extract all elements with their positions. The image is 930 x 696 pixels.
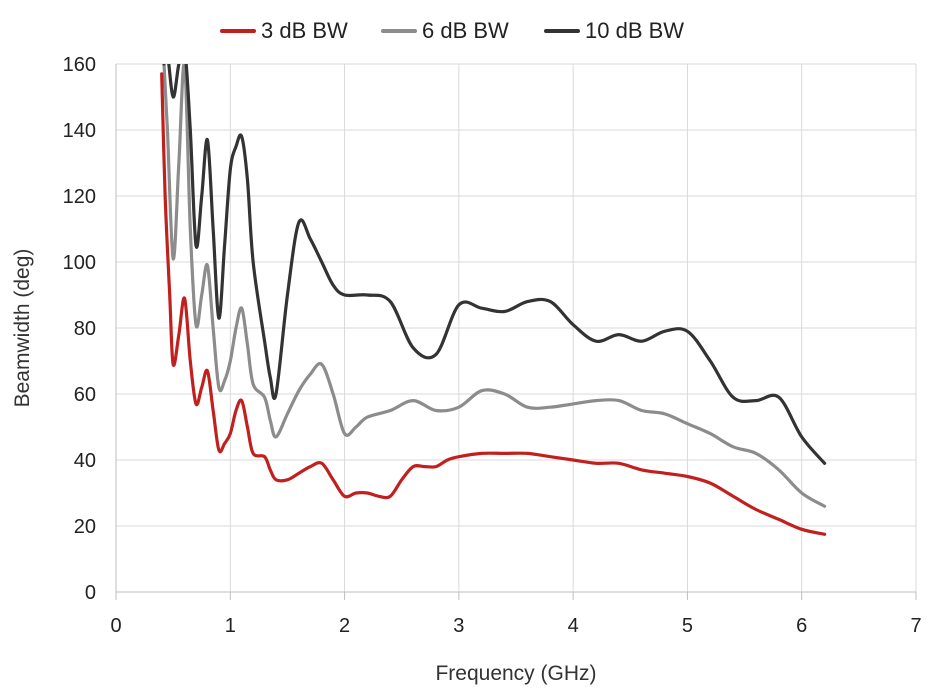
series-line-6-db-bw: [162, 64, 827, 508]
y-tick-label: 20: [74, 516, 96, 538]
x-tick-label: 2: [339, 615, 350, 637]
y-tick-label: 60: [74, 384, 96, 406]
series-line-3-db-bw: [160, 72, 827, 536]
y-tick-label: 40: [74, 450, 96, 472]
legend-label-6-db-bw: 6 dB BW: [422, 18, 509, 43]
legend: 3 dB BW 6 dB BW 10 dB BW: [220, 18, 684, 43]
x-tick-label: 3: [453, 615, 464, 637]
y-tick-label: 80: [74, 318, 96, 340]
y-tick-label: 140: [63, 120, 96, 142]
series-line-10-db-bw: [162, 64, 827, 465]
x-tick-label: 4: [568, 615, 579, 637]
legend-label-3-db-bw: 3 dB BW: [261, 18, 348, 43]
y-tick-label: 120: [63, 186, 96, 208]
x-tick-label: 7: [910, 615, 921, 637]
y-tick-label: 0: [85, 582, 96, 604]
x-axis-title: Frequency (GHz): [435, 662, 596, 685]
x-tick-labels: 0 1 2 3 4 5 6 7: [110, 615, 921, 637]
x-tick-label: 5: [682, 615, 693, 637]
y-axis-title: Beamwidth (deg): [11, 249, 34, 408]
series-lines: [160, 64, 827, 536]
x-tick-label: 6: [796, 615, 807, 637]
x-tick-label: 0: [110, 615, 121, 637]
y-tick-label: 100: [63, 252, 96, 274]
x-tick-label: 1: [225, 615, 236, 637]
axes: [115, 64, 917, 600]
legend-label-10-db-bw: 10 dB BW: [585, 18, 684, 43]
y-tick-label: 160: [63, 54, 96, 76]
y-tick-labels: 0 20 40 60 80 100 120 140 160: [63, 54, 96, 604]
